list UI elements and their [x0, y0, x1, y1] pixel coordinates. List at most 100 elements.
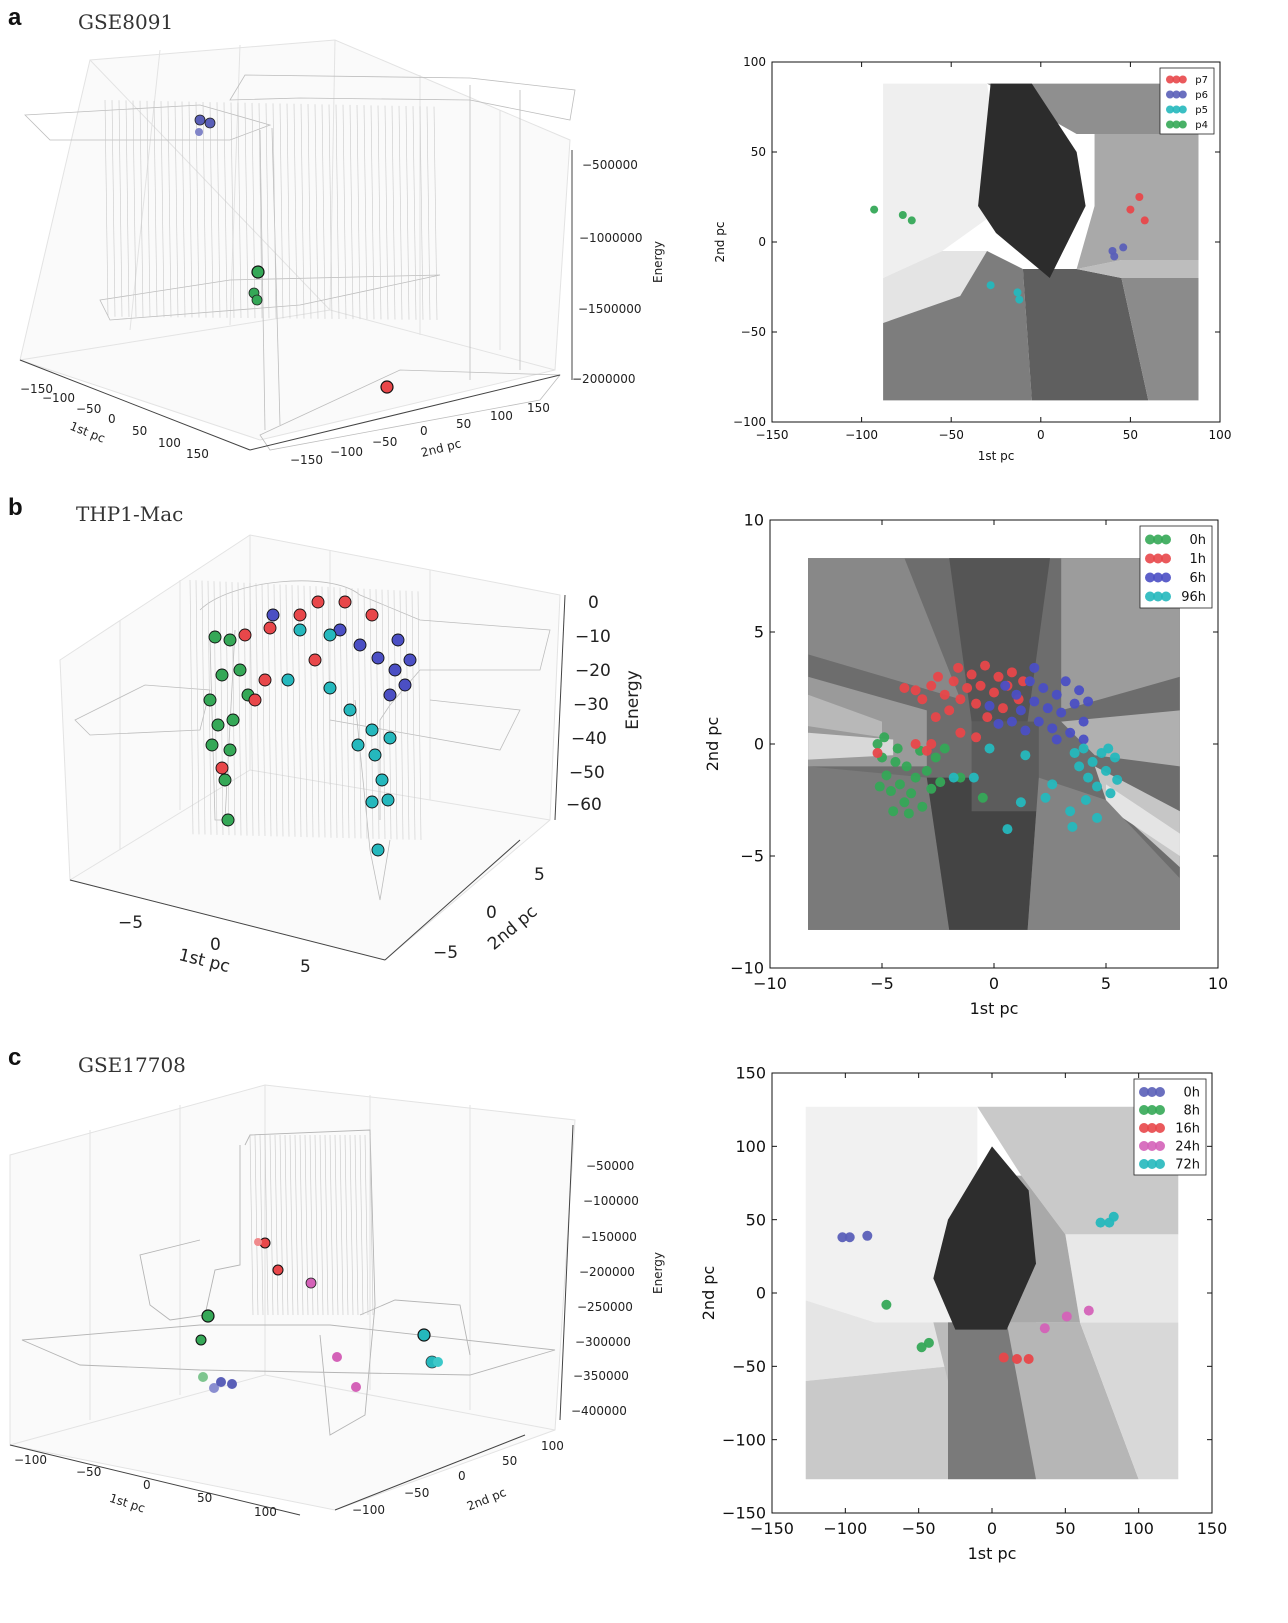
- legend: 0h 1h 6h 96h: [1139, 525, 1213, 609]
- data-point-1h: [948, 676, 959, 687]
- surface3d-c-point-8h: [201, 1309, 215, 1323]
- ytick-label: 50: [751, 145, 766, 159]
- legend-marker-p5: [1172, 105, 1181, 114]
- xtick-label: 0: [987, 1519, 997, 1538]
- surface3d-b-point-1h: [215, 761, 229, 775]
- ztick-label: −250000: [577, 1300, 633, 1314]
- xtick-label: 150: [186, 447, 209, 461]
- ztick-label: −100000: [583, 1194, 639, 1208]
- surface3d-b-point-0h: [233, 663, 247, 677]
- legend-marker-p7: [1178, 75, 1187, 84]
- xtick-label: 0: [1037, 428, 1045, 442]
- yaxis-label: 2nd pc: [420, 436, 463, 459]
- data-point-0h: [892, 743, 903, 754]
- xtick-label: 5: [300, 957, 311, 977]
- ytick-label: −50: [732, 1357, 766, 1376]
- surface3d-b-point-96h: [365, 795, 379, 809]
- surface3d-c-point-24h: [351, 1382, 361, 1392]
- data-point-24h: [1083, 1305, 1094, 1316]
- dataset-title-a: GSE8091: [78, 10, 174, 34]
- legend-marker-24h: [1139, 1141, 1149, 1151]
- legend-marker-0h: [1139, 1087, 1149, 1097]
- legend-label-96h: 96h: [1181, 590, 1206, 605]
- surface3d-a-point-p4: [251, 265, 265, 279]
- ytick-label: 100: [541, 1439, 564, 1453]
- surface3d-a-box: [19, 39, 571, 441]
- data-point-6h: [1042, 703, 1053, 714]
- surface3d-b-point-1h: [311, 595, 325, 609]
- data-point-p6: [1119, 243, 1128, 252]
- data-point-16h: [1011, 1354, 1022, 1364]
- surface3d-b-point-96h: [375, 773, 389, 787]
- surface3d-c-point-0h: [209, 1383, 219, 1393]
- surface3d-b-zaxis: 0 −10 −20 −30 −40 −50 −60 Energy: [554, 593, 643, 821]
- ztick-label: −60: [566, 795, 602, 815]
- surface3d-b-point-96h: [323, 681, 337, 695]
- ytick-label: −50: [741, 325, 766, 339]
- surface3d-c-point-0h: [227, 1379, 237, 1389]
- data-point-96h: [1087, 756, 1098, 767]
- legend-marker-p6: [1178, 90, 1187, 99]
- ztick-label: −150000: [581, 1230, 637, 1244]
- data-point-6h: [1060, 676, 1071, 687]
- data-point-1h: [944, 705, 955, 716]
- xtick-label: −50: [939, 428, 964, 442]
- data-point-1h: [971, 732, 982, 743]
- data-point-96h: [1067, 821, 1078, 832]
- data-point-0h: [885, 786, 896, 797]
- energy-landscape: [772, 1073, 1212, 1513]
- data-point-96h: [1002, 824, 1013, 835]
- ytick-label: 50: [502, 1454, 517, 1468]
- data-point-6h: [1069, 698, 1080, 709]
- surface3d-b-point-0h: [215, 668, 229, 682]
- panel-letter-b: b: [8, 494, 23, 521]
- data-point-6h: [984, 700, 995, 711]
- data-point-1h: [939, 689, 950, 700]
- data-point-96h: [968, 772, 979, 783]
- xtick-label: −5: [118, 913, 143, 933]
- data-point-0h: [874, 781, 885, 792]
- legend-label-72h: 72h: [1175, 1158, 1200, 1173]
- legend-marker-0h: [1147, 1087, 1157, 1097]
- legend-marker-72h: [1139, 1159, 1149, 1169]
- data-point-0h: [939, 743, 950, 754]
- surface3d-c-point-72h: [433, 1357, 443, 1367]
- data-point-6h: [1074, 685, 1085, 696]
- legend-marker-72h: [1147, 1159, 1157, 1169]
- ytick-label: 5: [534, 865, 545, 885]
- data-point-p5: [1015, 295, 1024, 304]
- data-point-p4: [870, 205, 879, 214]
- ytick-label: −5: [740, 847, 764, 866]
- data-point-0h: [899, 797, 910, 808]
- ytick-label: −50: [404, 1486, 429, 1500]
- legend-label-6h: 6h: [1189, 571, 1206, 586]
- data-point-0h: [879, 732, 890, 743]
- energy-landscape: [770, 520, 1218, 968]
- data-point-96h: [1040, 792, 1051, 803]
- data-point-0h: [903, 808, 914, 819]
- ztick-label: −2000000: [572, 372, 636, 386]
- surface3d-b-point-1h: [238, 628, 252, 642]
- data-point-6h: [1083, 696, 1094, 707]
- data-point-96h: [1065, 806, 1076, 817]
- surface3d-c-point-24h: [332, 1352, 342, 1362]
- data-point-0h: [901, 761, 912, 772]
- legend-marker-p7: [1166, 75, 1174, 84]
- data-point-96h: [1092, 812, 1103, 823]
- zaxis-label: Energy: [651, 241, 665, 283]
- xtick-label: 0: [108, 412, 116, 426]
- xtick-label: −150: [756, 428, 789, 442]
- surface3d-a-mesh: [24, 74, 576, 451]
- surface3d-b-point-0h: [205, 738, 219, 752]
- surface3d-b-point-0h: [223, 633, 237, 647]
- ytick-label: 0: [486, 903, 497, 923]
- data-point-96h: [1105, 788, 1116, 799]
- ytick-label: 50: [746, 1210, 766, 1229]
- xtick-label: 0: [143, 1478, 151, 1492]
- surface3d-b-points: [203, 595, 417, 857]
- data-point-96h: [1047, 779, 1058, 790]
- surface3d-b-point-0h: [208, 630, 222, 644]
- xtick-label: 100: [158, 436, 181, 450]
- ztick-label: −200000: [579, 1265, 635, 1279]
- xtick-label: −10: [753, 974, 787, 993]
